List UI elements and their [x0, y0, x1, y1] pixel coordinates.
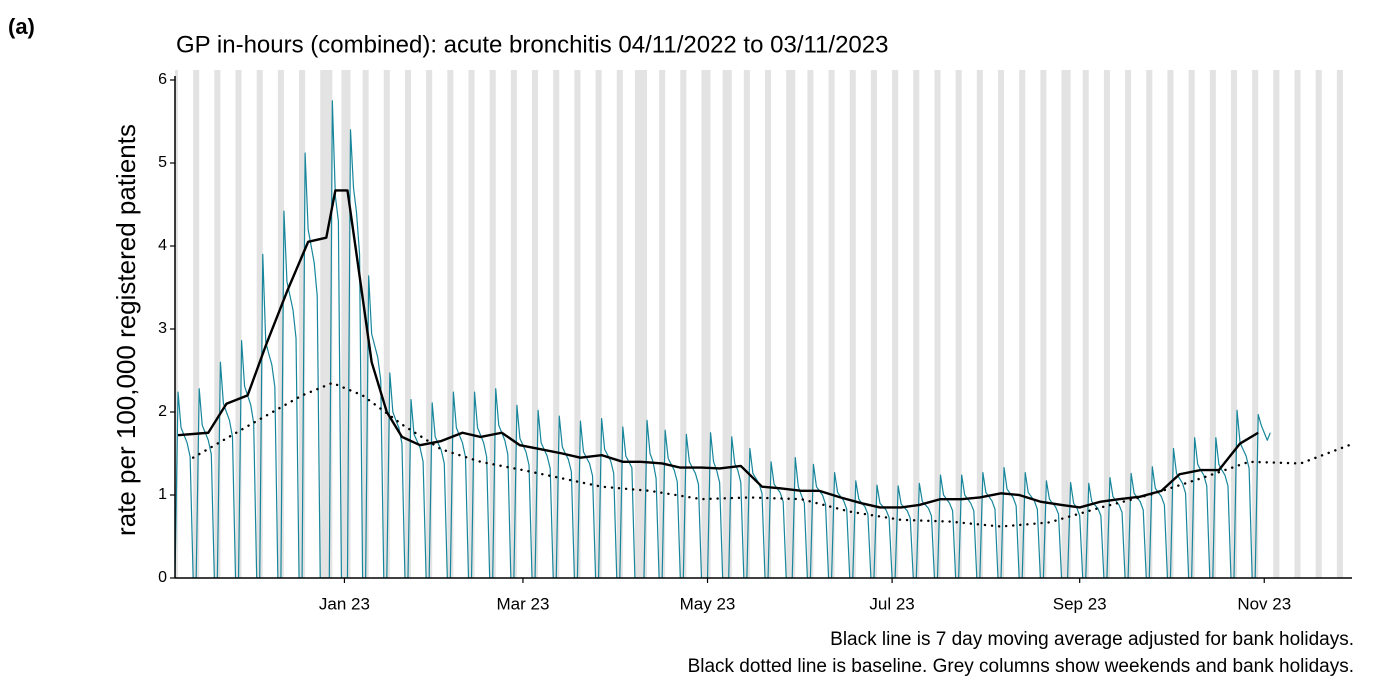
- axes: 0 1 2 3 4 5 6 Jan 23 Mar 23 May 23 Jul 23 Sep 23 Nov…: [158, 71, 1352, 613]
- shaded-column: [595, 70, 602, 578]
- footnote: Black line is 7 day moving average adjus…: [830, 629, 1354, 650]
- shaded-columns: [175, 70, 1343, 578]
- shaded-column: [1252, 70, 1259, 578]
- shaded-column: [1019, 70, 1026, 578]
- shaded-column: [574, 70, 581, 578]
- shaded-column: [722, 70, 732, 578]
- shaded-column: [404, 70, 412, 578]
- shaded-column: [256, 70, 263, 578]
- y-tick-label: 6: [158, 71, 167, 88]
- shaded-column: [299, 70, 306, 578]
- shaded-column: [743, 70, 750, 578]
- shaded-column: [1146, 70, 1153, 578]
- plot-lines: [175, 100, 1351, 578]
- shaded-column: [976, 70, 983, 578]
- y-tick-label: 2: [158, 403, 167, 420]
- shaded-column: [1188, 70, 1195, 578]
- shaded-column: [1294, 70, 1301, 578]
- x-tick-label: Mar 23: [496, 594, 549, 613]
- shaded-column: [1273, 70, 1280, 578]
- shaded-column: [892, 70, 899, 578]
- shaded-column: [532, 70, 539, 578]
- shaded-column: [489, 70, 496, 578]
- x-tick-label: Sep 23: [1053, 594, 1107, 613]
- shaded-column: [1209, 70, 1216, 578]
- shaded-column: [468, 70, 475, 578]
- shaded-column: [807, 70, 814, 578]
- shaded-column: [659, 70, 666, 578]
- chart-title: GP in-hours (combined): acute bronchitis…: [176, 31, 888, 58]
- shaded-column: [870, 70, 877, 578]
- y-axis-label: rate per 100,000 registered patients: [111, 124, 141, 536]
- shaded-column: [175, 70, 179, 578]
- shaded-column: [1082, 70, 1089, 578]
- shaded-column: [426, 70, 433, 578]
- shaded-column: [235, 70, 242, 578]
- shaded-column: [765, 70, 772, 578]
- footnote: Black dotted line is baseline. Grey colu…: [688, 656, 1354, 677]
- shaded-column: [447, 70, 454, 578]
- y-tick-label: 0: [158, 569, 167, 586]
- shaded-column: [193, 70, 200, 578]
- x-tick-label: May 23: [680, 594, 736, 613]
- x-tick-label: Jul 23: [869, 594, 914, 613]
- series-line: [175, 100, 1271, 578]
- shaded-column: [1125, 70, 1132, 578]
- shaded-column: [320, 70, 333, 578]
- shaded-column: [913, 70, 920, 578]
- shaded-column: [341, 70, 351, 578]
- shaded-column: [214, 70, 221, 578]
- shaded-column: [701, 70, 711, 578]
- x-tick-label: Jan 23: [319, 594, 370, 613]
- y-tick-label: 3: [158, 320, 167, 337]
- shaded-column: [1061, 70, 1071, 578]
- baseline-line: [191, 381, 1351, 528]
- shaded-column: [1167, 70, 1174, 578]
- shaded-column: [786, 70, 796, 578]
- y-tick-label: 1: [158, 486, 167, 503]
- shaded-column: [828, 70, 835, 578]
- shaded-column: [383, 70, 390, 578]
- shaded-column: [934, 70, 941, 578]
- shaded-column: [997, 70, 1005, 578]
- shaded-column: [680, 70, 687, 578]
- shaded-column: [849, 70, 856, 578]
- x-tick-label: Nov 23: [1237, 594, 1291, 613]
- shaded-column: [634, 70, 648, 578]
- shaded-column: [277, 70, 284, 578]
- series-line: [177, 189, 1259, 509]
- y-tick-label: 4: [158, 237, 167, 254]
- shaded-column: [1103, 70, 1110, 578]
- shaded-column: [510, 70, 517, 578]
- shaded-column: [955, 70, 962, 578]
- shaded-column: [1336, 70, 1343, 578]
- shaded-column: [616, 70, 623, 578]
- shaded-column: [553, 70, 560, 578]
- shaded-column: [1230, 70, 1238, 578]
- y-tick-label: 5: [158, 154, 167, 171]
- panel-label: (a): [8, 14, 35, 39]
- shaded-column: [1315, 70, 1322, 578]
- shaded-column: [1040, 70, 1047, 578]
